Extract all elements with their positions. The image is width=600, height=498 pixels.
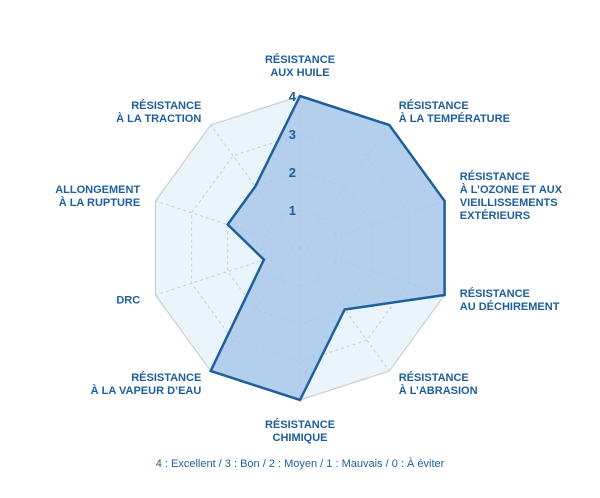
axis-label-line: RÉSISTANCE (399, 371, 469, 384)
axis-label-2: RÉSISTANCE À LA TEMPÉRATURE (399, 99, 510, 125)
axis-label-line: À L’OZONE ET AUX (460, 183, 563, 196)
axis-label-line: DRC (116, 294, 140, 306)
axis-label-line: À LA TRACTION (116, 112, 201, 125)
axis-label-line: AU DÉCHIREMENT (460, 300, 560, 313)
axis-label-line: À L’ABRASION (399, 384, 478, 397)
radar-data (208, 94, 446, 402)
axis-label-line: À LA RUPTURE (59, 196, 140, 209)
axis-label-1: RÉSISTANCE AUX HUILE (265, 53, 335, 79)
axis-label-line: VIEILLISSEMENTS (460, 197, 558, 209)
axis-label-line: CHIMIQUE (273, 432, 328, 444)
axis-label-5: RÉSISTANCE À L’ABRASION (399, 371, 478, 397)
scale-legend: 4 : Excellent / 3 : Bon / 2 : Moyen / 1 … (155, 458, 445, 470)
tick-label-2: 2 (289, 165, 296, 180)
axis-label-line: RÉSISTANCE (460, 287, 530, 300)
axis-label-line: RÉSISTANCE (460, 170, 530, 183)
tick-label-4: 4 (289, 89, 297, 104)
axis-label-line: RÉSISTANCE (265, 53, 335, 66)
axis-label-10: RÉSISTANCE À LA TRACTION (116, 99, 201, 125)
axis-label-6: RÉSISTANCE CHIMIQUE (265, 418, 335, 444)
axis-label-line: À LA VAPEUR D’EAU (91, 384, 202, 397)
axis-label-line: ALLONGEMENT (55, 184, 140, 196)
axis-label-4: RÉSISTANCE AU DÉCHIREMENT (460, 287, 560, 313)
axis-label-line: RÉSISTANCE (131, 371, 201, 384)
axis-label-line: EXTÉRIEURS (460, 209, 530, 222)
axis-label-line: À LA TEMPÉRATURE (399, 112, 510, 125)
axis-label-line: RÉSISTANCE (265, 418, 335, 431)
tick-label-1: 1 (289, 203, 296, 218)
tick-label-3: 3 (289, 127, 296, 142)
axis-label-3: RÉSISTANCE À L’OZONE ET AUX VIEILLISSEMENT… (460, 170, 563, 222)
axis-label-9: ALLONGEMENT À LA RUPTURE (55, 184, 140, 209)
axis-label-line: RÉSISTANCE (131, 99, 201, 112)
axis-label-line: RÉSISTANCE (399, 99, 469, 112)
axis-label-line: AUX HUILE (270, 67, 329, 79)
axis-label-7: RÉSISTANCE À LA VAPEUR D’EAU (91, 371, 202, 397)
axis-label-8: DRC (116, 294, 140, 306)
radar-ticks: 1 2 3 4 (289, 89, 297, 218)
